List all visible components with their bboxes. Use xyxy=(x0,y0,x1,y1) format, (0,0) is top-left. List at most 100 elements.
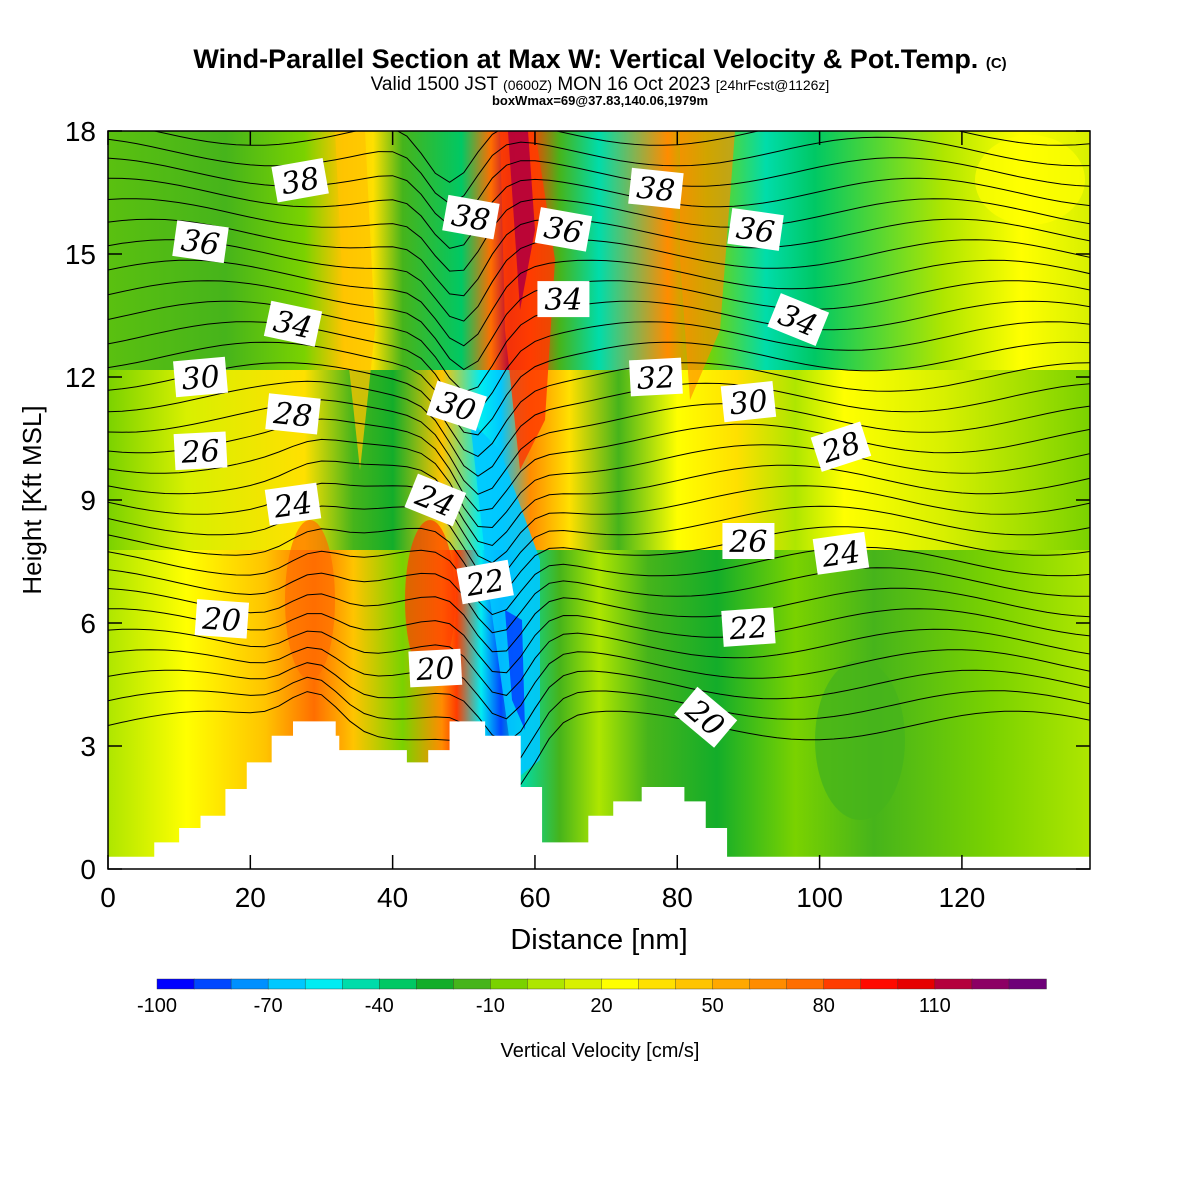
colorbar-swatch xyxy=(304,978,343,990)
colorbar-swatch xyxy=(675,978,714,990)
colorbar-swatch xyxy=(786,978,825,990)
contour-label-text: 28 xyxy=(271,396,314,435)
contour-label: 28 xyxy=(265,393,321,435)
colorbar-swatch xyxy=(453,978,492,990)
contour-label: 24 xyxy=(812,531,870,575)
colorbar-tick-label: 110 xyxy=(919,995,951,1017)
y-tick-label: 9 xyxy=(80,485,96,516)
x-tick-label: 60 xyxy=(519,882,550,913)
colorbar-swatch xyxy=(193,978,232,990)
contour-label: 38 xyxy=(442,194,500,240)
theta-contour xyxy=(108,662,1090,744)
colorbar-label: Vertical Velocity [cm/s] xyxy=(501,1040,700,1062)
contour-label-text: 34 xyxy=(544,283,582,318)
contour-label: 22 xyxy=(456,559,514,605)
y-tick-label: 0 xyxy=(80,854,96,885)
theta-contour xyxy=(108,136,1090,205)
contour-label: 34 xyxy=(263,300,323,347)
contour-label-box xyxy=(265,393,321,435)
contour-label-text: 20 xyxy=(200,602,242,640)
contour-label-text: 32 xyxy=(636,360,676,397)
contour-label: 32 xyxy=(629,357,683,397)
x-tick-label: 20 xyxy=(235,882,266,913)
y-tick-label: 3 xyxy=(80,731,96,762)
colorbar-swatch xyxy=(749,978,788,990)
contour-label: 26 xyxy=(173,431,228,471)
colorbar-swatch xyxy=(1008,978,1047,990)
colorbar-tick-label: -10 xyxy=(476,995,505,1017)
terrain xyxy=(108,721,1090,869)
chart-title: Wind-Parallel Section at Max W: Vertical… xyxy=(0,44,1200,75)
contour-label: 36 xyxy=(534,207,593,252)
y-tick-label: 15 xyxy=(65,239,96,270)
x-tick-label: 80 xyxy=(662,882,693,913)
theta-contour xyxy=(108,239,1090,322)
downdraft-peak xyxy=(505,610,525,730)
y-tick-label: 6 xyxy=(80,608,96,639)
contour-label-text: 30 xyxy=(180,359,221,397)
colorbar-swatch xyxy=(934,978,973,990)
colorbar: -100 -70 -40 -10 20 50 80 110 xyxy=(137,978,1047,1017)
colorbar-swatch xyxy=(342,978,380,990)
y-axis-label: Height [Kft MSL] xyxy=(17,405,47,594)
contour-label: 30 xyxy=(173,356,228,398)
contour-label-box xyxy=(628,167,684,210)
valid-prefix: Valid 1500 JST xyxy=(370,74,498,95)
contour-label: 38 xyxy=(271,157,329,203)
valid-time-line: Valid 1500 JST (0600Z) MON 16 Oct 2023 [… xyxy=(0,74,1200,96)
contour-label: 36 xyxy=(172,220,229,264)
contour-label-text: 36 xyxy=(541,210,585,251)
colorbar-tick-label: 80 xyxy=(813,995,835,1017)
contour-label-text: 24 xyxy=(819,535,863,575)
contour-label-text: 38 xyxy=(279,161,323,202)
contour-label-box xyxy=(264,482,322,526)
x-tick-label: 0 xyxy=(100,882,116,913)
colorbar-tick-label: -40 xyxy=(365,995,394,1017)
contour-label-box xyxy=(456,559,514,605)
theta-contour xyxy=(108,218,1090,297)
colorbar-tick-label: 50 xyxy=(702,995,724,1017)
colorbar-swatch xyxy=(712,978,751,990)
contour-label-box xyxy=(727,207,784,251)
contour-label-box xyxy=(674,686,738,748)
colorbar-swatch xyxy=(971,978,1010,990)
colorbar-tick-label: -100 xyxy=(137,995,177,1017)
contour-label-box xyxy=(812,531,870,575)
contour-label: 24 xyxy=(264,482,322,526)
contour-label-text: 22 xyxy=(463,563,508,604)
contour-label-text: 38 xyxy=(449,198,493,239)
theta-contour xyxy=(108,259,1090,347)
forecast-info: [24hrFcst@1126z] xyxy=(715,77,830,93)
field-band-top xyxy=(108,131,1090,381)
contour-label-text: 36 xyxy=(179,223,222,263)
contour-label-text: 38 xyxy=(635,170,677,209)
theta-contour xyxy=(108,198,1090,272)
colorbar-swatch xyxy=(267,978,306,990)
colorbar-swatch xyxy=(823,978,862,990)
x-tick-label: 100 xyxy=(796,882,843,913)
x-tick-label: 40 xyxy=(377,882,408,913)
contour-label: 34 xyxy=(537,281,590,318)
colorbar-swatch xyxy=(860,978,899,990)
contour-label-box xyxy=(629,357,683,397)
theta-contour xyxy=(108,676,1090,768)
theta-contour xyxy=(108,157,1090,227)
contour-label-box xyxy=(263,300,323,347)
theta-contour xyxy=(152,131,1090,183)
updraft-peak xyxy=(508,131,535,310)
theta-contour xyxy=(108,177,1090,249)
theta-contour xyxy=(108,546,1090,616)
theta-contour xyxy=(108,362,1090,457)
contour-label-box xyxy=(721,607,776,647)
updraft-left xyxy=(335,131,375,470)
contour-label-box xyxy=(767,293,830,347)
contour-label-text: 34 xyxy=(270,304,315,346)
contour-label-box xyxy=(172,220,229,264)
contour-label-text: 30 xyxy=(728,384,770,423)
colorbar-swatch xyxy=(379,978,417,990)
contour-label: 38 xyxy=(628,167,684,210)
title-text: Wind-Parallel Section at Max W: Vertical… xyxy=(193,44,979,74)
colorbar-swatch xyxy=(897,978,936,990)
